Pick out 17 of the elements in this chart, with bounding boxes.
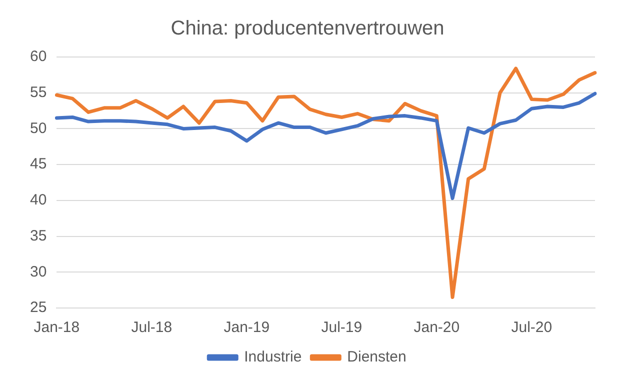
y-tick-label: 50 bbox=[30, 120, 47, 137]
y-tick-label: 55 bbox=[30, 84, 47, 101]
x-tick-label: Jul-18 bbox=[131, 319, 172, 336]
y-tick-label: 40 bbox=[30, 192, 47, 209]
legend-label: Industrie bbox=[244, 348, 302, 366]
y-tick-label: 45 bbox=[30, 156, 47, 173]
legend-label: Diensten bbox=[347, 348, 406, 366]
x-tick-label: Jul-20 bbox=[511, 319, 552, 336]
x-tick-label: Jan-20 bbox=[414, 319, 460, 336]
x-tick-label: Jul-19 bbox=[321, 319, 362, 336]
y-tick-label: 25 bbox=[30, 299, 47, 316]
x-tick-label: Jan-19 bbox=[224, 319, 270, 336]
y-tick-label: 60 bbox=[30, 48, 47, 66]
x-tick-label: Jan-18 bbox=[34, 319, 80, 336]
y-tick-label: 35 bbox=[30, 227, 47, 244]
chart-title: China: producentenvertrouwen bbox=[170, 18, 444, 40]
y-tick-label: 30 bbox=[30, 263, 47, 280]
